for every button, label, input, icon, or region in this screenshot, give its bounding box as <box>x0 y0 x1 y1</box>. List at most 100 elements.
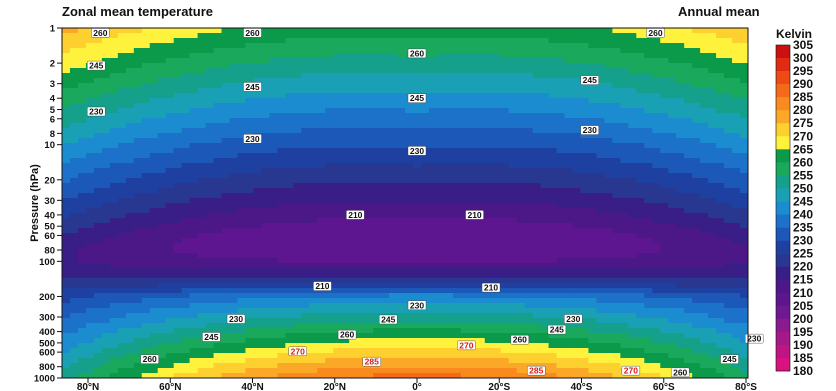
temperature-cell <box>293 193 302 199</box>
temperature-cell <box>436 193 446 199</box>
temperature-cell <box>117 88 127 94</box>
temperature-cell <box>604 243 613 249</box>
temperature-cell <box>524 243 534 249</box>
temperature-cell <box>373 283 382 289</box>
temperature-cell <box>101 158 111 164</box>
temperature-cell <box>197 213 207 219</box>
temperature-cell <box>349 53 358 59</box>
temperature-cell <box>101 368 111 374</box>
temperature-cell <box>365 263 374 269</box>
temperature-cell <box>317 263 326 269</box>
temperature-cell <box>317 373 326 378</box>
temperature-cell <box>253 258 263 264</box>
temperature-cell <box>293 108 302 114</box>
temperature-cell <box>460 108 470 114</box>
temperature-cell <box>596 333 606 339</box>
temperature-cell <box>85 68 95 74</box>
temperature-cell <box>62 73 71 79</box>
temperature-cell <box>213 238 223 244</box>
temperature-cell <box>476 368 486 374</box>
temperature-cell <box>596 203 606 209</box>
temperature-cell <box>444 298 454 304</box>
temperature-cell <box>197 303 207 309</box>
temperature-cell <box>420 218 430 224</box>
temperature-cell <box>125 98 135 104</box>
temperature-cell <box>205 33 215 39</box>
temperature-cell <box>173 188 183 194</box>
temperature-cell <box>237 38 247 44</box>
temperature-cell <box>524 208 534 214</box>
temperature-cell <box>548 103 558 109</box>
temperature-cell <box>69 133 79 139</box>
temperature-cell <box>149 368 159 374</box>
temperature-cell <box>460 148 470 154</box>
temperature-cell <box>580 153 590 159</box>
temperature-cell <box>189 168 199 174</box>
temperature-cell <box>189 193 199 199</box>
temperature-cell <box>365 43 374 49</box>
temperature-cell <box>213 123 223 129</box>
temperature-cell <box>117 148 127 154</box>
temperature-cell <box>293 178 302 184</box>
temperature-cell <box>556 128 566 134</box>
temperature-cell <box>157 228 167 234</box>
temperature-cell <box>508 308 518 314</box>
temperature-cell <box>484 183 494 189</box>
temperature-cell <box>596 73 606 79</box>
temperature-cell <box>189 198 199 204</box>
temperature-cell <box>540 258 550 264</box>
temperature-cell <box>253 358 263 364</box>
temperature-cell <box>181 348 191 354</box>
temperature-cell <box>484 163 494 169</box>
temperature-cell <box>492 28 502 34</box>
temperature-cell <box>428 283 438 289</box>
temperature-cell <box>229 288 239 294</box>
temperature-cell <box>309 238 318 244</box>
temperature-cell <box>349 138 358 144</box>
temperature-cell <box>109 108 119 114</box>
temperature-cell <box>556 263 566 269</box>
temperature-cell <box>333 248 342 254</box>
temperature-cell <box>389 43 398 49</box>
temperature-cell <box>237 328 247 334</box>
temperature-cell <box>468 238 478 244</box>
temperature-cell <box>349 58 358 64</box>
temperature-cell <box>612 218 621 224</box>
temperature-cell <box>341 153 350 159</box>
temperature-cell <box>157 308 167 314</box>
temperature-cell <box>149 263 159 269</box>
temperature-cell <box>524 218 534 224</box>
temperature-cell <box>93 78 103 84</box>
temperature-cell <box>373 93 382 99</box>
temperature-cell <box>492 138 502 144</box>
temperature-cell <box>381 188 390 194</box>
temperature-cell <box>588 228 598 234</box>
temperature-cell <box>181 148 191 154</box>
temperature-cell <box>221 343 231 349</box>
temperature-cell <box>301 258 310 264</box>
temperature-cell <box>77 318 87 324</box>
temperature-cell <box>420 128 430 134</box>
temperature-cell <box>556 278 566 284</box>
temperature-cell <box>580 258 590 264</box>
temperature-cell <box>301 88 310 94</box>
temperature-cell <box>349 153 358 159</box>
temperature-cell <box>181 223 191 229</box>
temperature-cell <box>468 43 478 49</box>
temperature-cell <box>277 188 286 194</box>
temperature-cell <box>205 283 215 289</box>
temperature-cell <box>572 48 582 54</box>
temperature-cell <box>85 78 95 84</box>
temperature-cell <box>468 48 478 54</box>
temperature-cell <box>333 208 342 214</box>
temperature-cell <box>205 93 215 99</box>
temperature-cell <box>229 153 239 159</box>
temperature-cell <box>460 283 470 289</box>
temperature-cell <box>412 123 422 129</box>
temperature-cell <box>141 223 151 229</box>
temperature-cell <box>444 198 454 204</box>
temperature-cell <box>245 163 255 169</box>
temperature-cell <box>125 173 135 179</box>
temperature-cell <box>197 273 207 279</box>
temperature-cell <box>317 333 326 339</box>
